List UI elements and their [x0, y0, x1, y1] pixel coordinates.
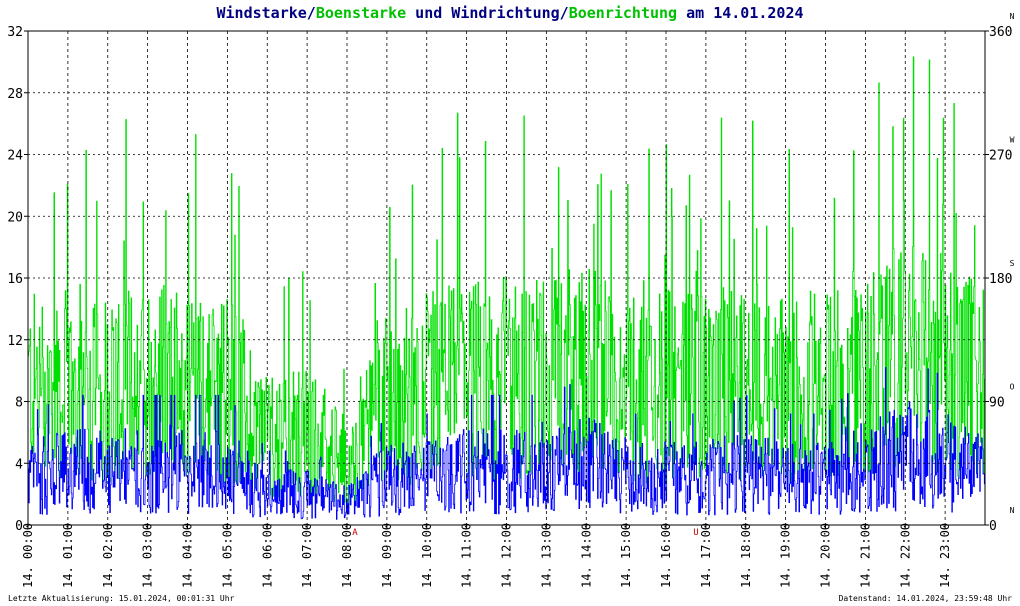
title-windrichtung: und Windrichtung/: [406, 4, 569, 22]
left-tick-label: 16: [7, 272, 23, 287]
left-tick-label: 20: [7, 210, 23, 225]
x-tick-label: 14. 08:00: [340, 523, 354, 588]
x-tick-label: 14. 18:00: [739, 523, 753, 588]
right-tick-label: 270: [989, 149, 1012, 164]
title-boenstarke: Boenstarke: [316, 4, 406, 22]
left-tick-label: 8: [15, 396, 23, 411]
x-tick-label: 14. 02:00: [101, 523, 115, 588]
title-boenrichtung: Boenrichtung: [569, 4, 677, 22]
direction-letter: W: [1010, 136, 1015, 145]
left-tick-label: 0: [15, 519, 23, 534]
x-tick-label: 14. 14:00: [579, 523, 593, 588]
x-tick-label: 14. 01:00: [61, 523, 75, 588]
footer-last-update: Letzte Aktualisierung: 15.01.2024, 00:01…: [8, 594, 235, 603]
x-tick-label: 14. 23:00: [938, 523, 952, 588]
x-tick-label: 14. 17:00: [699, 523, 713, 588]
direction-letter: N: [1010, 12, 1015, 21]
axis-layer: 0 4 8 12 16 20 24 28 32 0 N 90 O 180 S 270 W 360 N 14. 00:0…: [7, 12, 1014, 588]
x-tick-label: 14. 12:00: [500, 523, 514, 588]
left-tick-label: 12: [7, 334, 23, 349]
left-tick-label: 28: [7, 87, 23, 102]
x-tick-label: 14. 09:00: [380, 523, 394, 588]
left-tick-label: 4: [15, 457, 23, 472]
right-tick-label: 0: [989, 519, 997, 534]
x-tick-label: 14. 06:00: [260, 523, 274, 588]
footer-data-status: Datenstand: 14.01.2024, 23:59:48 Uhr: [839, 594, 1013, 603]
x-tick-label: 14. 04:00: [181, 523, 195, 588]
x-tick-label: 14. 07:00: [300, 523, 314, 588]
marker-u: U: [693, 528, 698, 538]
right-tick-label: 90: [989, 396, 1005, 411]
marker-a: A: [352, 528, 358, 538]
right-tick-label: 360: [989, 25, 1012, 40]
title-date: am 14.01.2024: [677, 4, 803, 22]
x-tick-label: 14. 11:00: [460, 523, 474, 588]
x-tick-label: 14. 22:00: [898, 523, 912, 588]
x-tick-label: 14. 03:00: [141, 523, 155, 588]
x-tick-label: 14. 21:00: [858, 523, 872, 588]
chart-title: Windstarke/Boenstarke und Windrichtung/B…: [216, 4, 803, 22]
grid-layer: [28, 31, 985, 525]
left-tick-label: 24: [7, 149, 23, 164]
x-tick-label: 14. 05:00: [220, 523, 234, 588]
x-tick-label: 14. 13:00: [539, 523, 553, 588]
direction-letter: N: [1010, 506, 1015, 515]
x-tick-label: 14. 16:00: [659, 523, 673, 588]
x-tick-label: 14. 10:00: [420, 523, 434, 588]
x-tick-label: 14. 19:00: [779, 523, 793, 588]
direction-letter: S: [1010, 259, 1015, 268]
left-tick-label: 32: [7, 25, 23, 40]
x-tick-label: 14. 20:00: [819, 523, 833, 588]
direction-letter: O: [1010, 383, 1015, 392]
right-tick-label: 180: [989, 272, 1012, 287]
x-tick-label: 14. 00:00: [21, 523, 35, 588]
title-windstarke: Windstarke/: [216, 4, 315, 22]
x-tick-label: 14. 15:00: [619, 523, 633, 588]
